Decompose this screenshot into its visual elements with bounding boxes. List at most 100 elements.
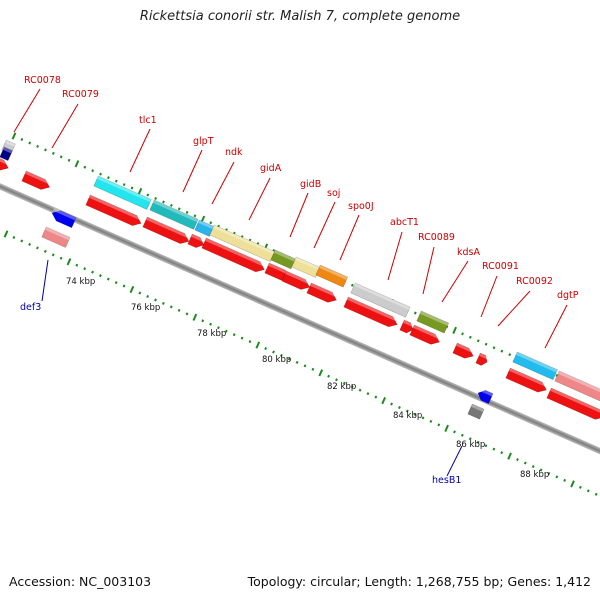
gene-feature: [416, 310, 450, 334]
inner-ruler-tick: [177, 308, 181, 312]
outer-ruler-tick: [20, 137, 24, 141]
inner-ruler-tick: [429, 419, 433, 423]
kbp-tick-label: 84 kbp: [393, 411, 422, 421]
gene-label-rc0092: RC0092: [516, 276, 553, 287]
cds-arrow: [187, 233, 205, 248]
label-leader-line: [480, 275, 498, 318]
inner-ruler-tick: [106, 277, 110, 281]
cds-arrow: [505, 367, 547, 393]
inner-ruler-tick: [579, 485, 582, 489]
cds-arrow: [399, 319, 414, 334]
cds-arrow: [0, 154, 9, 171]
outer-ruler-tick: [193, 214, 197, 218]
cds-arrow: [452, 342, 474, 359]
outer-ruler-tick: [461, 332, 464, 336]
label-leader-line: [441, 260, 469, 303]
inner-ruler-tick: [531, 465, 535, 469]
inner-ruler-tick: [390, 402, 393, 406]
outer-ruler-tick: [413, 311, 417, 315]
outer-ruler-tick: [476, 339, 480, 343]
inner-ruler-tick: [563, 478, 567, 482]
kbp-tick-labels: 74 kbp 76 kbp 78 kbp 80 kbp 82 kbp 84 kbp 86 k…: [66, 277, 549, 480]
outer-ruler-tick: [452, 326, 457, 334]
gene-feature: [149, 199, 199, 230]
feature-box: [512, 351, 558, 381]
inner-ruler-tick: [295, 360, 299, 364]
gene-feature: [142, 216, 192, 244]
label-leader-line: [387, 231, 403, 281]
gene-feature: [51, 207, 77, 229]
inner-ruler-tick: [358, 388, 362, 392]
outer-ruler-tick: [508, 353, 512, 357]
gene-label-hesb1: hesB1: [432, 475, 461, 486]
inner-ruler-tick: [421, 416, 425, 420]
inner-ruler-tick: [516, 458, 519, 462]
outer-ruler-tick: [169, 203, 173, 207]
gene-feature: [0, 146, 13, 162]
kbp-tick-label: 78 kbp: [197, 329, 226, 339]
inner-ruler-tick: [232, 333, 236, 337]
cds-arrow: [201, 237, 265, 273]
outer-ruler-tick: [36, 144, 40, 148]
inner-ruler-tick: [209, 322, 212, 326]
inner-ruler-tick: [342, 381, 346, 385]
gene-feature: [477, 387, 494, 405]
outer-ruler-tick: [177, 207, 181, 211]
outer-ruler-tick: [185, 210, 189, 214]
outer-ruler-tick: [130, 186, 134, 190]
gene-feature: [315, 264, 349, 288]
inner-ruler-tick: [185, 312, 189, 316]
inner-ruler-tick: [405, 409, 409, 413]
outer-ruler-tick: [107, 176, 110, 180]
feature-box: [416, 310, 450, 334]
map-title: Rickettsia conorii str. Malish 7, comple…: [139, 9, 461, 24]
gene-label-tlc1: tlc1: [139, 115, 157, 126]
gene-feature: [467, 403, 485, 420]
gene-feature: [281, 270, 312, 290]
gene-label-dgtp: dgtP: [557, 290, 579, 301]
outer-ruler-tick: [162, 200, 165, 204]
outer-ruler-tick: [67, 158, 71, 162]
cds-arrow: [475, 352, 488, 366]
gene-feature: [270, 249, 296, 270]
inner-ruler-tick: [468, 437, 472, 441]
gene-feature: [306, 282, 339, 303]
gene-feature: [452, 342, 476, 359]
inner-ruler-tick: [547, 471, 551, 475]
label-leader-line: [51, 103, 79, 149]
gene-feature: [21, 170, 52, 190]
gene-label-gidb: gidB: [300, 179, 321, 190]
inner-ruler-tick: [169, 305, 173, 309]
outer-ruler-tick: [350, 283, 354, 287]
feature-box: [350, 282, 411, 318]
gene-label-rc0089: RC0089: [418, 232, 455, 243]
label-leader-line: [13, 88, 41, 133]
cds-arrow: [281, 270, 311, 290]
feature-box: [93, 175, 152, 210]
inner-ruler-tick: [59, 256, 63, 260]
inner-ruler-tick: [201, 319, 205, 323]
gene-label-soj: soj: [327, 188, 340, 199]
gene-feature: [343, 296, 400, 328]
inner-ruler-tick: [51, 253, 55, 257]
outer-ruler-tick: [74, 160, 80, 168]
inner-ruler-tick: [272, 350, 275, 354]
inner-ruler-tick: [75, 263, 79, 267]
label-leader-line: [544, 304, 568, 349]
gene-feature: [0, 154, 11, 171]
feature-box: [209, 224, 276, 263]
inner-ruler-tick: [523, 461, 527, 465]
label-leader-line: [313, 201, 336, 249]
kbp-tick-label: 80 kbp: [262, 355, 291, 365]
feature-box: [270, 249, 296, 270]
feature-box: [194, 219, 215, 237]
gene-feature: [399, 319, 416, 334]
gene-feature: [505, 367, 549, 393]
inner-ruler-tick: [114, 281, 118, 285]
inner-ruler-tick: [36, 246, 39, 250]
inner-ruler-tick: [99, 274, 102, 278]
genome-backbone: [0, 179, 600, 476]
inner-ruler-tick: [570, 480, 575, 488]
